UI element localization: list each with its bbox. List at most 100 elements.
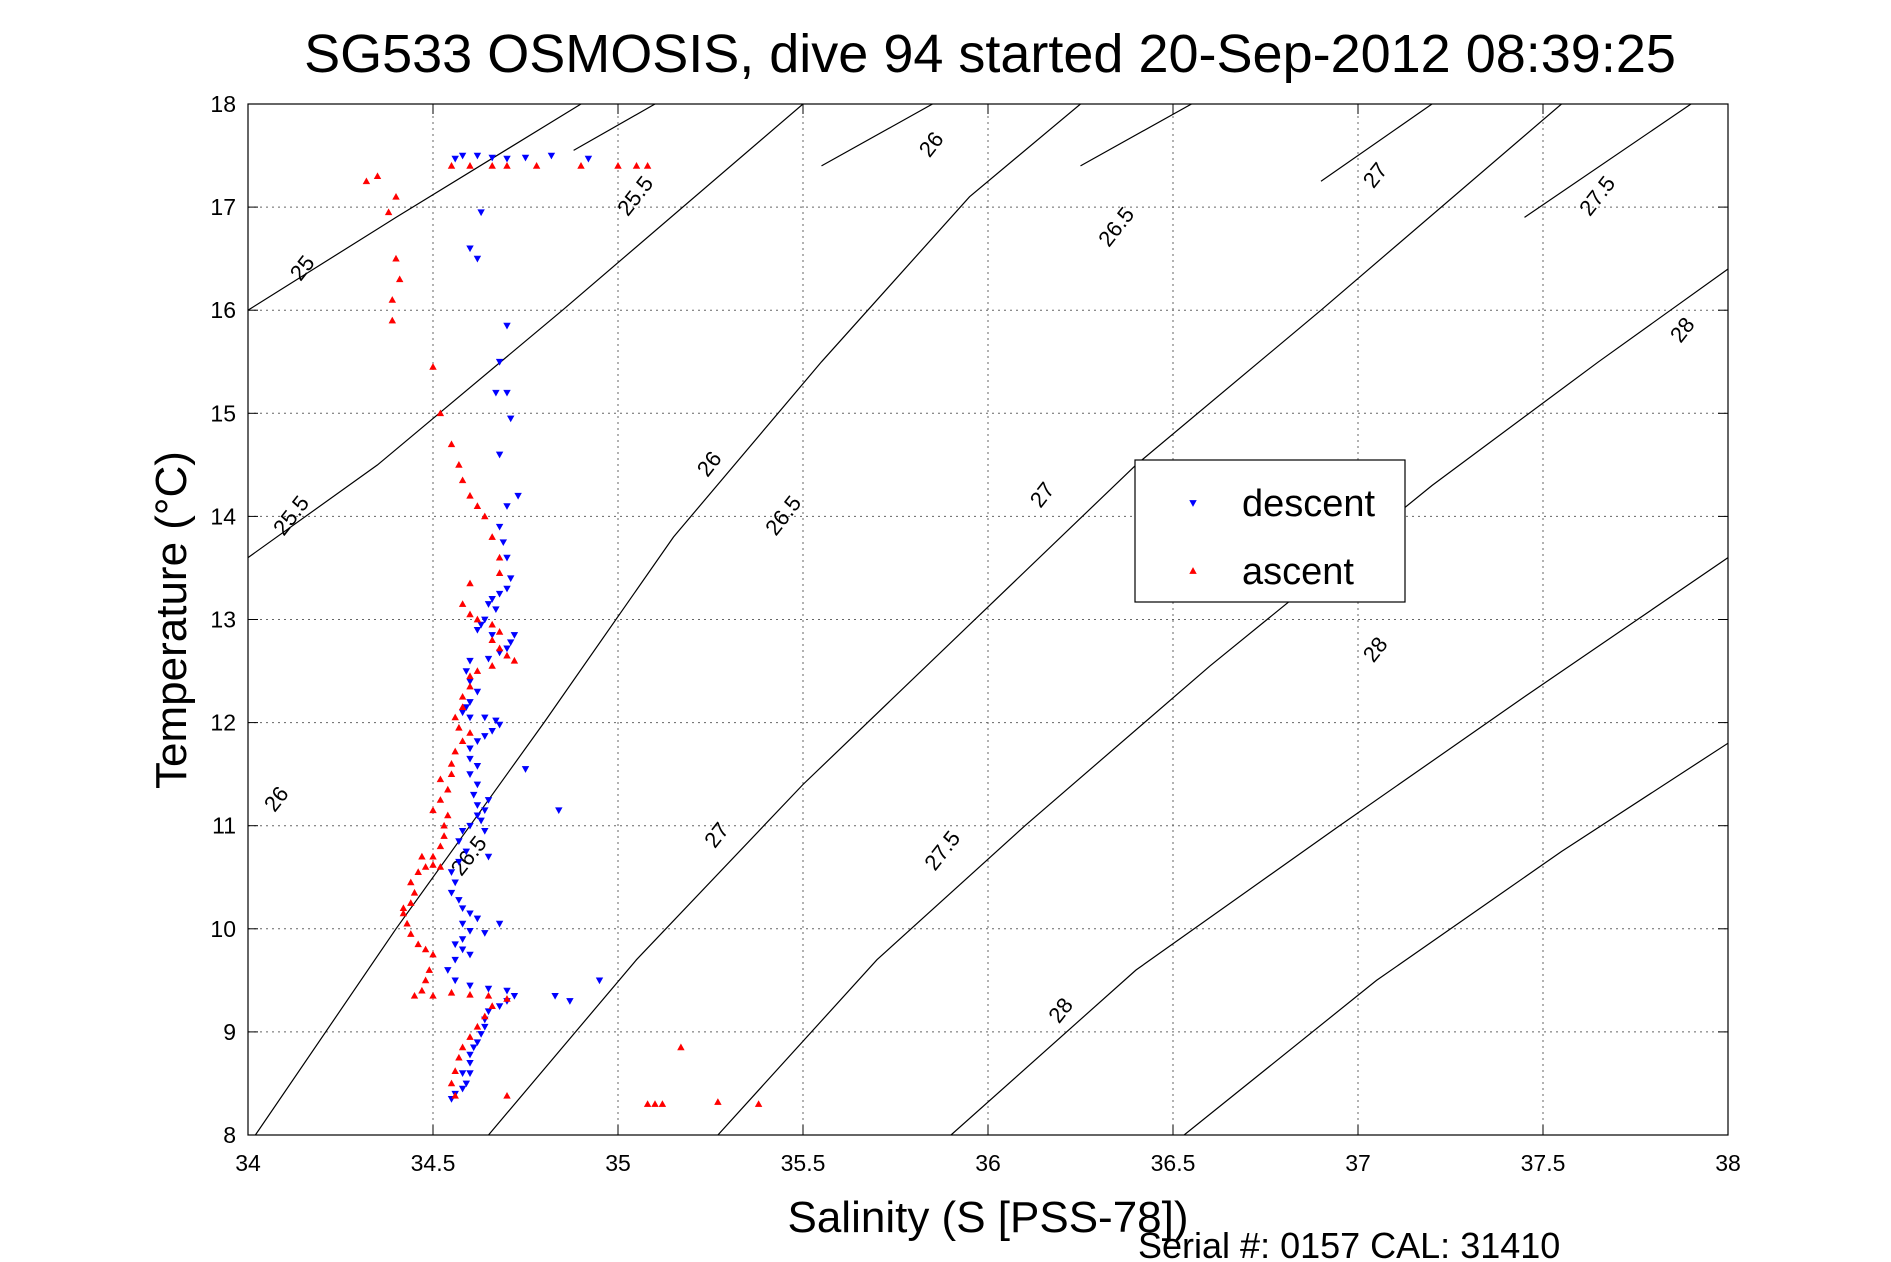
density-contour-line xyxy=(1524,104,1692,218)
ascent-point xyxy=(632,162,641,169)
descent-point xyxy=(462,1080,471,1088)
ascent-point xyxy=(436,842,445,850)
x-tick-label: 36.5 xyxy=(1151,1150,1196,1176)
legend-box xyxy=(1134,459,1406,603)
y-tick-label: 17 xyxy=(210,194,236,220)
descent-point xyxy=(466,910,474,918)
descent-point xyxy=(484,1008,493,1016)
y-tick-label: 8 xyxy=(223,1122,236,1148)
descent-point xyxy=(458,1070,467,1077)
ascent-point xyxy=(510,656,519,664)
descent-point xyxy=(466,1059,474,1067)
legend-label-descent: descent xyxy=(1242,483,1376,525)
ascent-point xyxy=(532,162,541,169)
descent-point xyxy=(506,575,515,583)
ascent-point xyxy=(425,966,434,973)
ascent-point xyxy=(643,162,652,169)
descent-point xyxy=(503,645,511,653)
ascent-point xyxy=(458,703,467,710)
ascent-point xyxy=(407,899,415,906)
ascent-point xyxy=(421,863,430,870)
descent-point xyxy=(466,245,474,253)
ascent-point xyxy=(421,976,430,984)
legend: descent ascent xyxy=(1134,459,1406,603)
descent-point xyxy=(503,585,511,593)
density-contour-line xyxy=(717,268,1728,1135)
ascent-point xyxy=(458,693,467,700)
ascent-point xyxy=(429,806,437,814)
y-tick-label: 10 xyxy=(210,916,236,942)
ascent-point xyxy=(466,672,474,680)
descent-point xyxy=(503,554,511,562)
ascent-point xyxy=(451,713,459,721)
descent-point xyxy=(503,155,511,163)
ascent-point xyxy=(488,620,496,628)
x-tick-label: 34 xyxy=(235,1150,261,1176)
density-contour-label: 25 xyxy=(285,251,320,286)
descent-point xyxy=(481,1023,489,1031)
ascent-point xyxy=(451,1067,459,1074)
ascent-point xyxy=(414,868,422,875)
descent-point xyxy=(484,797,493,804)
data-points xyxy=(362,152,763,1107)
descent-point xyxy=(521,766,530,773)
descent-point xyxy=(466,771,474,778)
descent-point xyxy=(466,951,474,959)
descent-point xyxy=(477,209,485,217)
descent-point xyxy=(495,451,504,459)
descent-point xyxy=(495,920,504,928)
density-contour-label: 25.5 xyxy=(612,171,658,220)
descent-point xyxy=(466,1051,474,1059)
descent-point xyxy=(566,998,574,1005)
descent-point xyxy=(495,358,504,366)
ascent-point xyxy=(362,177,371,185)
descent-point xyxy=(473,626,482,634)
y-axis-label: Temperature (°C) xyxy=(147,451,196,789)
descent-point xyxy=(473,915,482,923)
density-contour-label: 28 xyxy=(1665,312,1700,347)
ascent-point xyxy=(458,1043,467,1051)
x-tick-label: 35 xyxy=(605,1150,631,1176)
ascent-point xyxy=(392,254,400,262)
descent-point xyxy=(503,503,511,510)
descent-point xyxy=(466,928,474,935)
descent-point xyxy=(506,415,515,423)
ascent-point xyxy=(444,811,452,819)
ascent-point xyxy=(495,644,504,652)
descent-point xyxy=(492,389,500,397)
ascent-point xyxy=(410,888,419,896)
x-tick-label: 34.5 xyxy=(411,1150,456,1176)
descent-point xyxy=(484,853,493,861)
ascent-point xyxy=(754,1100,763,1107)
density-contour-line xyxy=(248,104,804,559)
ascent-point xyxy=(466,610,474,618)
density-contour-line xyxy=(1080,104,1192,167)
descent-point xyxy=(458,905,467,912)
ascent-point xyxy=(458,600,467,607)
ascent-point xyxy=(466,990,474,998)
density-contour-label: 27 xyxy=(1025,477,1060,512)
y-axis-ticks: 8 9 10 11 12 13 14 15 16 17 18 xyxy=(210,91,1728,1148)
descent-point xyxy=(492,606,500,614)
descent-point xyxy=(514,492,522,500)
descent-point xyxy=(466,745,474,753)
ascent-point xyxy=(495,628,504,635)
density-contour-line xyxy=(573,104,656,151)
descent-point xyxy=(473,152,482,160)
ascent-point xyxy=(473,502,482,509)
ascent-point xyxy=(651,1100,659,1107)
density-contour-line xyxy=(248,104,582,311)
ascent-point xyxy=(429,861,437,868)
descent-point xyxy=(473,763,482,770)
descent-point xyxy=(466,1070,474,1077)
descent-point xyxy=(455,858,463,866)
descent-point xyxy=(444,967,452,974)
descent-point xyxy=(458,152,467,160)
x-axis-ticks: 34 34.5 35 35.5 36 36.5 37 37.5 38 xyxy=(235,104,1741,1176)
y-tick-label: 15 xyxy=(210,400,236,426)
descent-point xyxy=(488,154,496,162)
x-tick-label: 37.5 xyxy=(1521,1150,1566,1176)
ascent-point xyxy=(388,316,397,324)
descent-point xyxy=(477,817,485,825)
